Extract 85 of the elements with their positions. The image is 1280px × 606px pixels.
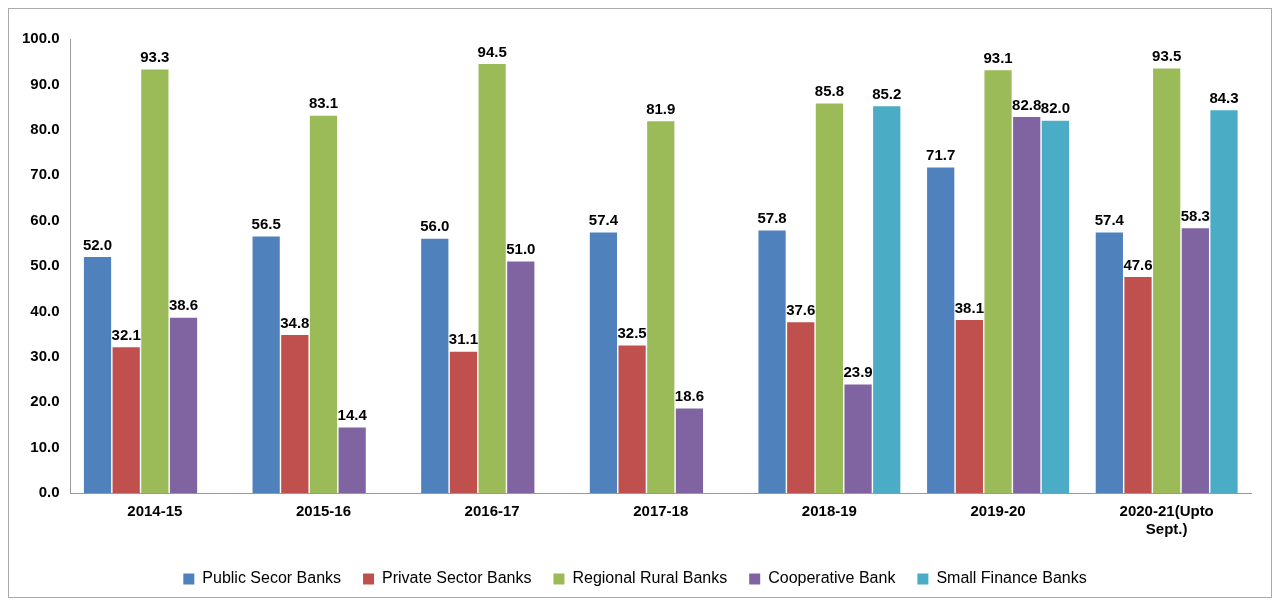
data-label: 71.7 (926, 146, 956, 164)
bar (112, 347, 140, 493)
data-label: 56.0 (420, 217, 450, 235)
x-tick-label: 2018-19 (801, 502, 857, 520)
bar (507, 261, 535, 493)
y-tick-label: 10.0 (30, 437, 60, 455)
bar (1013, 117, 1041, 493)
data-label: 57.4 (588, 211, 619, 229)
data-label: 56.5 (251, 215, 281, 233)
data-label: 47.6 (1123, 255, 1153, 273)
y-tick-label: 50.0 (30, 256, 60, 274)
bar (815, 103, 844, 493)
bar (338, 427, 366, 493)
data-label: 38.6 (168, 296, 199, 314)
x-tick-label: 2020-21(Upto Sept.) (1119, 502, 1214, 538)
bar (281, 335, 309, 493)
bar (589, 232, 618, 493)
y-tick-label: 100.0 (21, 29, 60, 47)
data-label: 32.5 (617, 324, 647, 342)
data-label: 94.5 (477, 42, 507, 60)
bar (1153, 68, 1181, 493)
bar (1124, 276, 1152, 493)
x-tick-label: 2019-20 (970, 502, 1026, 520)
bar (449, 351, 478, 493)
data-label: 83.1 (308, 94, 339, 112)
data-label: 57.8 (757, 209, 787, 227)
legend-label: Cooperative Bank (768, 569, 897, 587)
y-tick-label: 70.0 (30, 165, 60, 183)
bar (955, 320, 983, 493)
data-label: 34.8 (280, 313, 310, 331)
data-label: 58.3 (1180, 206, 1210, 224)
data-label: 93.1 (983, 48, 1013, 66)
data-label: 14.4 (337, 406, 368, 424)
bar (984, 70, 1012, 493)
bar (1210, 110, 1238, 493)
bar (1095, 232, 1123, 493)
bar (618, 345, 646, 493)
bar (309, 115, 338, 493)
data-label: 37.6 (786, 300, 816, 318)
bar (83, 256, 112, 493)
data-label: 81.9 (646, 99, 676, 117)
data-label: 84.3 (1209, 88, 1239, 106)
bar (1041, 120, 1069, 493)
data-label: 93.5 (1152, 47, 1182, 65)
y-tick-label: 0.0 (38, 483, 60, 501)
y-tick-label: 80.0 (30, 119, 60, 137)
y-tick-label: 30.0 (30, 346, 60, 364)
x-tick-label: 2017-18 (633, 502, 689, 520)
bar (252, 236, 280, 493)
bar (141, 69, 169, 493)
legend-label: Regional Rural Banks (572, 569, 728, 587)
data-label: 52.0 (82, 235, 113, 253)
y-tick-label: 90.0 (30, 74, 60, 92)
bar (1181, 228, 1209, 493)
data-label: 38.1 (954, 298, 984, 316)
data-label: 85.2 (872, 84, 902, 102)
bar (787, 322, 815, 493)
data-label: 82.0 (1040, 99, 1070, 117)
data-label: 23.9 (843, 363, 873, 381)
bar (478, 63, 506, 493)
legend-label: Small Finance Banks (936, 569, 1087, 587)
y-tick-label: 40.0 (30, 301, 60, 319)
bar (873, 106, 901, 493)
data-label: 57.4 (1094, 211, 1125, 229)
bar (421, 238, 449, 493)
data-label: 85.8 (814, 82, 845, 100)
data-label: 82.8 (1012, 95, 1042, 113)
bar (758, 230, 786, 493)
x-tick-label: 2015-16 (295, 502, 352, 520)
x-tick-label: 2014-15 (127, 502, 183, 520)
data-label: 32.1 (111, 325, 141, 343)
bar (647, 121, 675, 493)
bar (675, 408, 704, 493)
data-label: 31.1 (448, 330, 479, 348)
data-label: 93.3 (140, 48, 170, 66)
y-tick-label: 20.0 (30, 392, 60, 410)
legend-label: Public Secor Banks (202, 569, 342, 587)
y-tick-label: 60.0 (30, 210, 60, 228)
bar (169, 317, 198, 493)
x-tick-label: 2016-17 (464, 502, 520, 520)
bar (844, 384, 872, 493)
legend-label: Private Sector Banks (382, 569, 532, 587)
data-label: 51.0 (506, 240, 536, 258)
bar (927, 167, 955, 493)
data-label: 18.6 (674, 387, 705, 405)
